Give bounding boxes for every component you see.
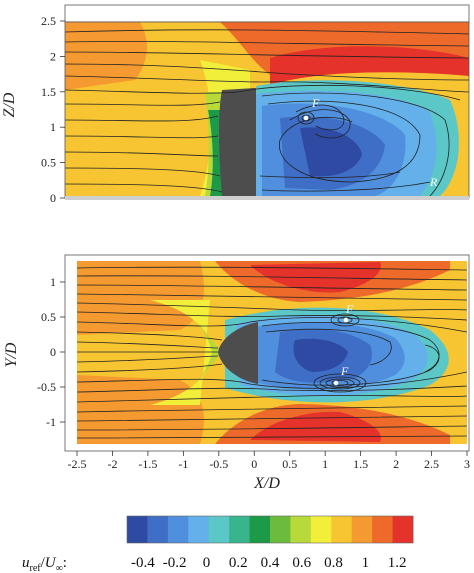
colorbar-swatch [188, 516, 210, 543]
colorbar-label: uref/U∞: [22, 555, 67, 573]
side-annotation-reattachment: R [429, 175, 438, 189]
colorbar-tick-label: 0.8 [324, 555, 343, 571]
colorbar-swatch [310, 516, 332, 543]
top-xtick-label: -2 [107, 457, 117, 471]
top-xtick-label: 0 [251, 457, 257, 471]
focus-point-upper [343, 317, 349, 323]
colorbar-label-U: U [45, 555, 57, 571]
colorbar-label-inf: ∞ [56, 563, 63, 573]
side-ytick-label: 1.5 [41, 85, 56, 99]
colorbar: -0.4 -0.2 0 0.2 0.4 0.6 0.8 1 1.2 uref/U∞: [22, 515, 414, 573]
top-annotation-focus-upper: F [345, 302, 354, 316]
top-annotation-focus-lower: F [340, 364, 349, 378]
top-view-panel: F F -1 -0.5 0 0.5 1 -2.5 -2 -1.5 -1 -0.5 0 0.5 1 1.5… [3, 254, 470, 492]
top-xtick-label: -1.5 [138, 457, 157, 471]
focus-point-side [303, 115, 309, 121]
top-view-ylabel: Y/D [3, 342, 20, 367]
top-xtick-label: -1 [178, 457, 188, 471]
side-ytick-label: 2.5 [41, 14, 56, 28]
colorbar-swatch [127, 516, 148, 543]
top-view-streamlines [77, 266, 467, 439]
colorbar-swatch [249, 516, 271, 543]
top-view-frame [64, 254, 470, 452]
focus-point-lower [333, 380, 339, 386]
colorbar-swatch [167, 516, 189, 543]
colorbar-tick-label: 0.2 [229, 555, 248, 571]
colorbar-tick-label: 1.2 [388, 555, 407, 571]
colorbar-swatch [351, 516, 373, 543]
colorbar-swatch [392, 516, 414, 543]
side-view-field [65, 22, 469, 198]
colorbar-tick-label: 0.4 [261, 555, 280, 571]
top-ytick-label: 0 [50, 345, 56, 359]
top-xtick-label: 0.5 [282, 457, 297, 471]
side-view-top-strip [64, 4, 470, 23]
top-ytick-label: -1 [46, 415, 56, 429]
colorbar-frame [126, 515, 414, 544]
top-xtick-label: 2 [393, 457, 399, 471]
colorbar-swatch [290, 516, 312, 543]
side-view-panel: F R 0 0.5 1 1.5 2 2.5 Z/D [1, 4, 470, 205]
colorbar-swatch [147, 516, 169, 543]
top-xtick-label: -2.5 [68, 457, 87, 471]
top-view-field [77, 261, 467, 444]
colorbar-label-slash: / [41, 555, 46, 571]
side-view-y-ticks: 0 0.5 1 1.5 2 2.5 [41, 14, 65, 205]
colorbar-label-colon: : [63, 555, 67, 571]
top-view-xlabel: X/D [253, 475, 280, 492]
colorbar-ticks: -0.4 -0.2 0 0.2 0.4 0.6 0.8 1 1.2 [131, 555, 406, 571]
top-xtick-label: -0.5 [209, 457, 228, 471]
ground-plane [65, 196, 469, 200]
top-xtick-label: 3 [464, 457, 470, 471]
top-ytick-label: -0.5 [37, 380, 56, 394]
side-ytick-label: 1 [50, 120, 56, 134]
colorbar-label-sub: ref [30, 563, 42, 573]
colorbar-tick-label: 0 [203, 555, 211, 571]
colorbar-label-u: u [22, 555, 30, 571]
side-view-streamlines [65, 29, 469, 197]
top-xtick-label: 1.5 [353, 457, 368, 471]
colorbar-tick-label: -0.2 [163, 555, 187, 571]
colorbar-swatch [208, 516, 230, 543]
top-xtick-label: 2.5 [424, 457, 439, 471]
colorbar-swatch [331, 516, 353, 543]
top-xtick-label: 1 [322, 457, 328, 471]
colorbar-swatch [229, 516, 250, 543]
side-annotation-focus: F [311, 96, 320, 110]
colorbar-tick-label: -0.4 [131, 555, 155, 571]
colorbar-tick-label: 1 [362, 555, 370, 571]
colorbar-swatches [127, 516, 414, 543]
top-view-x-ticks: -2.5 -2 -1.5 -1 -0.5 0 0.5 1 1.5 2 2.5 3 [68, 451, 470, 471]
side-ytick-label: 2 [50, 49, 56, 63]
side-ytick-label: 0 [50, 191, 56, 205]
top-view-y-ticks: -1 -0.5 0 0.5 1 [37, 275, 65, 429]
colorbar-swatch [270, 516, 291, 543]
side-view-ylabel: Z/D [1, 92, 18, 117]
colorbar-swatch [372, 516, 393, 543]
top-ytick-label: 0.5 [41, 310, 56, 324]
colorbar-tick-label: 0.6 [292, 555, 311, 571]
side-ytick-label: 0.5 [41, 156, 56, 170]
top-ytick-label: 1 [50, 275, 56, 289]
